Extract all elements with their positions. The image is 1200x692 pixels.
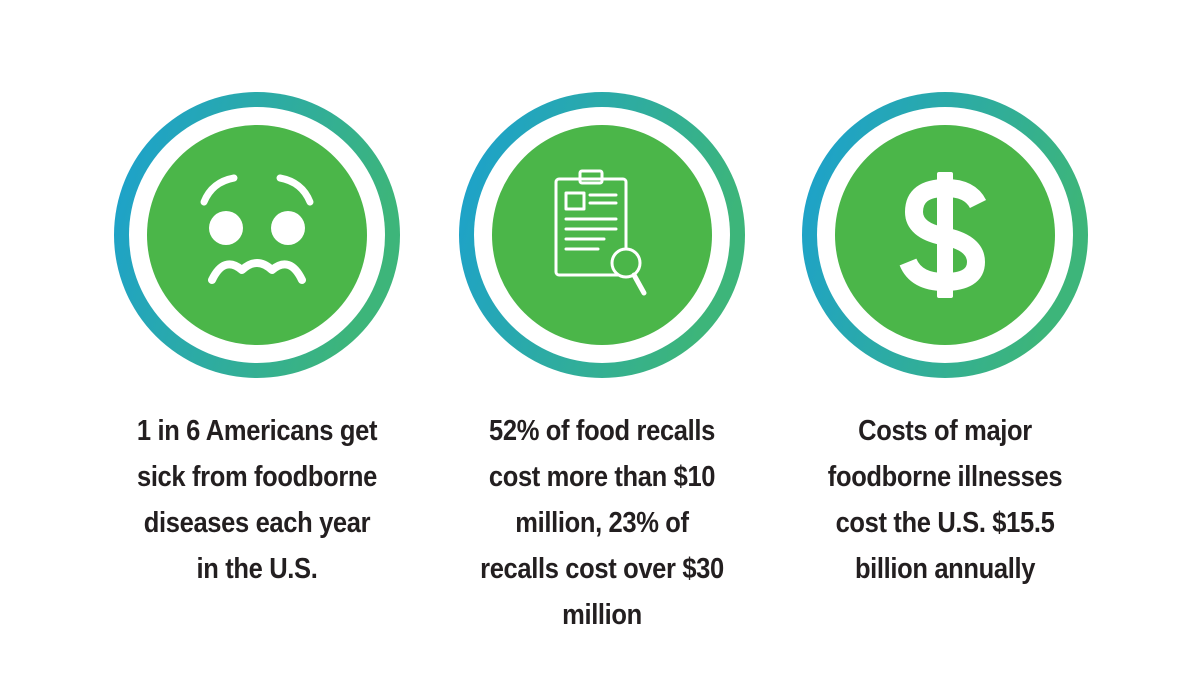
stat-badge (800, 90, 1090, 380)
stat-card-costs: Costs of major foodborne illnesses cost … (775, 90, 1115, 592)
dollar-sign-icon (899, 172, 987, 298)
stat-text: 1 in 6 Americans get sick from foodborne… (136, 415, 378, 585)
sick-face-icon (200, 174, 314, 284)
gradient-ring (459, 92, 745, 378)
stat-text: Costs of major foodborne illnesses cost … (827, 415, 1063, 585)
clipboard-magnifier-icon (554, 169, 647, 296)
stat-badge (112, 90, 402, 380)
stat-badge (457, 90, 747, 380)
gradient-ring (114, 92, 400, 378)
stat-card-illness: 1 in 6 Americans get sick from foodborne… (87, 90, 427, 592)
stat-text: 52% of food recalls cost more than $10 m… (480, 415, 724, 631)
stat-card-recalls: 52% of food recalls cost more than $10 m… (432, 90, 772, 638)
